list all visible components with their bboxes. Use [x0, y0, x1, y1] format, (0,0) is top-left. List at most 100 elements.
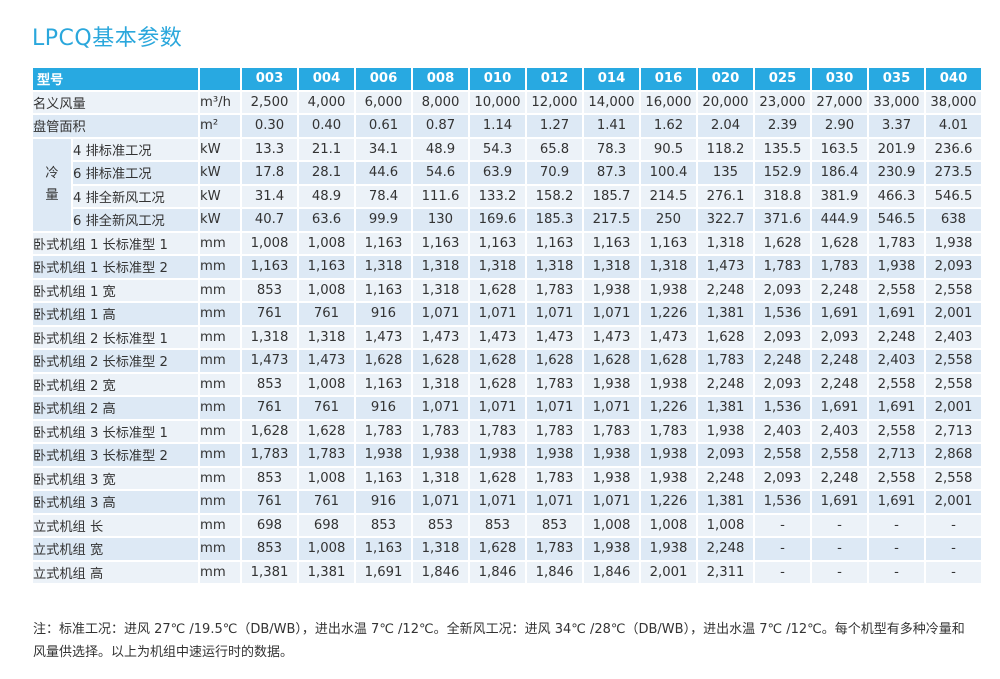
- table-cell: 17.8: [242, 162, 297, 184]
- table-cell: 1,381: [698, 491, 753, 513]
- table-cell: 1,473: [356, 326, 411, 348]
- table-cell: 1,783: [869, 232, 924, 254]
- table-cell: 2,558: [869, 279, 924, 301]
- table-cell: 1,381: [698, 303, 753, 325]
- table-cell: 1,318: [527, 256, 582, 278]
- table-cell: -: [869, 514, 924, 536]
- table-cell: 2,001: [926, 397, 981, 419]
- table-cell: 87.3: [584, 162, 639, 184]
- footnote: 注：标准工况：进风 27℃ /19.5℃（DB/WB），进出水温 7℃ /12℃…: [33, 622, 965, 660]
- table-cell: 2,403: [869, 350, 924, 372]
- table-cell: 1,008: [299, 279, 354, 301]
- table-cell: 2,001: [641, 561, 696, 583]
- table-cell: 78.3: [584, 138, 639, 160]
- table-cell: 23,000: [755, 91, 810, 113]
- table-cell: 1,938: [413, 444, 468, 466]
- table-cell: 2,248: [812, 373, 867, 395]
- header-unit-cell: [200, 68, 240, 90]
- table-cell: -: [926, 538, 981, 560]
- table-cell: 761: [299, 397, 354, 419]
- table-cell: 1,783: [527, 538, 582, 560]
- table-cell: 1,938: [470, 444, 525, 466]
- table-cell: 1,473: [698, 256, 753, 278]
- table-cell: 1,628: [584, 350, 639, 372]
- table-cell: 2,558: [869, 467, 924, 489]
- table-cell: 1,783: [812, 256, 867, 278]
- table-row: 卧式机组 1 长标准型 2 mm 1,163 1,163 1,318 1,318 1,318…: [33, 256, 981, 278]
- table-cell: 1,628: [641, 350, 696, 372]
- table-cell: 1,938: [641, 467, 696, 489]
- row-label: 卧式机组 3 高: [33, 491, 198, 513]
- table-cell: -: [869, 538, 924, 560]
- table-cell: 1,628: [698, 326, 753, 348]
- table-cell: 1,163: [641, 232, 696, 254]
- table-cell: 111.6: [413, 185, 468, 207]
- table-cell: 2,403: [926, 326, 981, 348]
- table-cell: 1,381: [242, 561, 297, 583]
- table-cell: 1,783: [413, 420, 468, 442]
- table-cell: 1,536: [755, 303, 810, 325]
- table-cell: 1,163: [470, 232, 525, 254]
- row-label: 卧式机组 1 高: [33, 303, 198, 325]
- header-model-label: 型号: [33, 68, 198, 90]
- table-cell: 1,628: [470, 350, 525, 372]
- table-cell: 1,381: [698, 397, 753, 419]
- table-cell: 54.6: [413, 162, 468, 184]
- table-cell: 250: [641, 209, 696, 231]
- row-label: 立式机组 长: [33, 514, 198, 536]
- row-label: 卧式机组 3 长标准型 1: [33, 420, 198, 442]
- table-cell: 1,473: [584, 326, 639, 348]
- table-row: 卧式机组 1 高 mm 761 761 916 1,071 1,071 1,071 1,071 1…: [33, 303, 981, 325]
- row-label: 4 排标准工况: [73, 138, 198, 160]
- table-cell: 1,473: [641, 326, 696, 348]
- table-cell: 1,938: [869, 256, 924, 278]
- table-cell: 1,938: [641, 279, 696, 301]
- table-cell: 1,163: [356, 538, 411, 560]
- table-cell: 185.7: [584, 185, 639, 207]
- table-cell: 1,783: [527, 420, 582, 442]
- table-cell: 698: [242, 514, 297, 536]
- table-cell: 1,536: [755, 397, 810, 419]
- table-cell: 1,783: [755, 256, 810, 278]
- table-cell: 1,381: [299, 561, 354, 583]
- table-cell: 761: [299, 303, 354, 325]
- table-cell: 27,000: [812, 91, 867, 113]
- table-cell: 1,783: [641, 420, 696, 442]
- table-cell: 16,000: [641, 91, 696, 113]
- table-cell: 1,938: [356, 444, 411, 466]
- table-cell: 12,000: [527, 91, 582, 113]
- row-unit: kW: [200, 185, 240, 207]
- table-cell: 2.90: [812, 115, 867, 137]
- table-cell: 54.3: [470, 138, 525, 160]
- table-row: 卧式机组 2 长标准型 2 mm 1,473 1,473 1,628 1,628 1,628…: [33, 350, 981, 372]
- table-cell: 6,000: [356, 91, 411, 113]
- table-cell: 186.4: [812, 162, 867, 184]
- table-cell: 2,403: [812, 420, 867, 442]
- table-row: 卧式机组 2 长标准型 1 mm 1,318 1,318 1,473 1,473 1,473…: [33, 326, 981, 348]
- row-unit: kW: [200, 162, 240, 184]
- row-unit: mm: [200, 561, 240, 583]
- row-unit: mm: [200, 420, 240, 442]
- table-cell: 1,628: [755, 232, 810, 254]
- table-cell: 1,628: [812, 232, 867, 254]
- table-cell: 1,691: [356, 561, 411, 583]
- spec-table: 型号 003 004 006 008 010 012 014 016 020 025 030 035 0…: [31, 66, 983, 585]
- table-cell: 2,093: [812, 326, 867, 348]
- table-cell: 1,071: [470, 397, 525, 419]
- table-cell: 853: [356, 514, 411, 536]
- table-cell: 0.40: [299, 115, 354, 137]
- table-cell: 1,318: [641, 256, 696, 278]
- row-unit: mm: [200, 303, 240, 325]
- table-cell: 1,318: [242, 326, 297, 348]
- table-cell: 1.62: [641, 115, 696, 137]
- table-cell: 1,628: [470, 538, 525, 560]
- table-cell: 1,008: [299, 538, 354, 560]
- table-cell: 761: [242, 491, 297, 513]
- table-cell: 1,628: [413, 350, 468, 372]
- table-cell: 1,473: [470, 326, 525, 348]
- table-cell: 2,093: [926, 256, 981, 278]
- table-cell: 322.7: [698, 209, 753, 231]
- table-cell: 2,248: [869, 326, 924, 348]
- table-cell: 1,846: [413, 561, 468, 583]
- table-cell: 1,226: [641, 397, 696, 419]
